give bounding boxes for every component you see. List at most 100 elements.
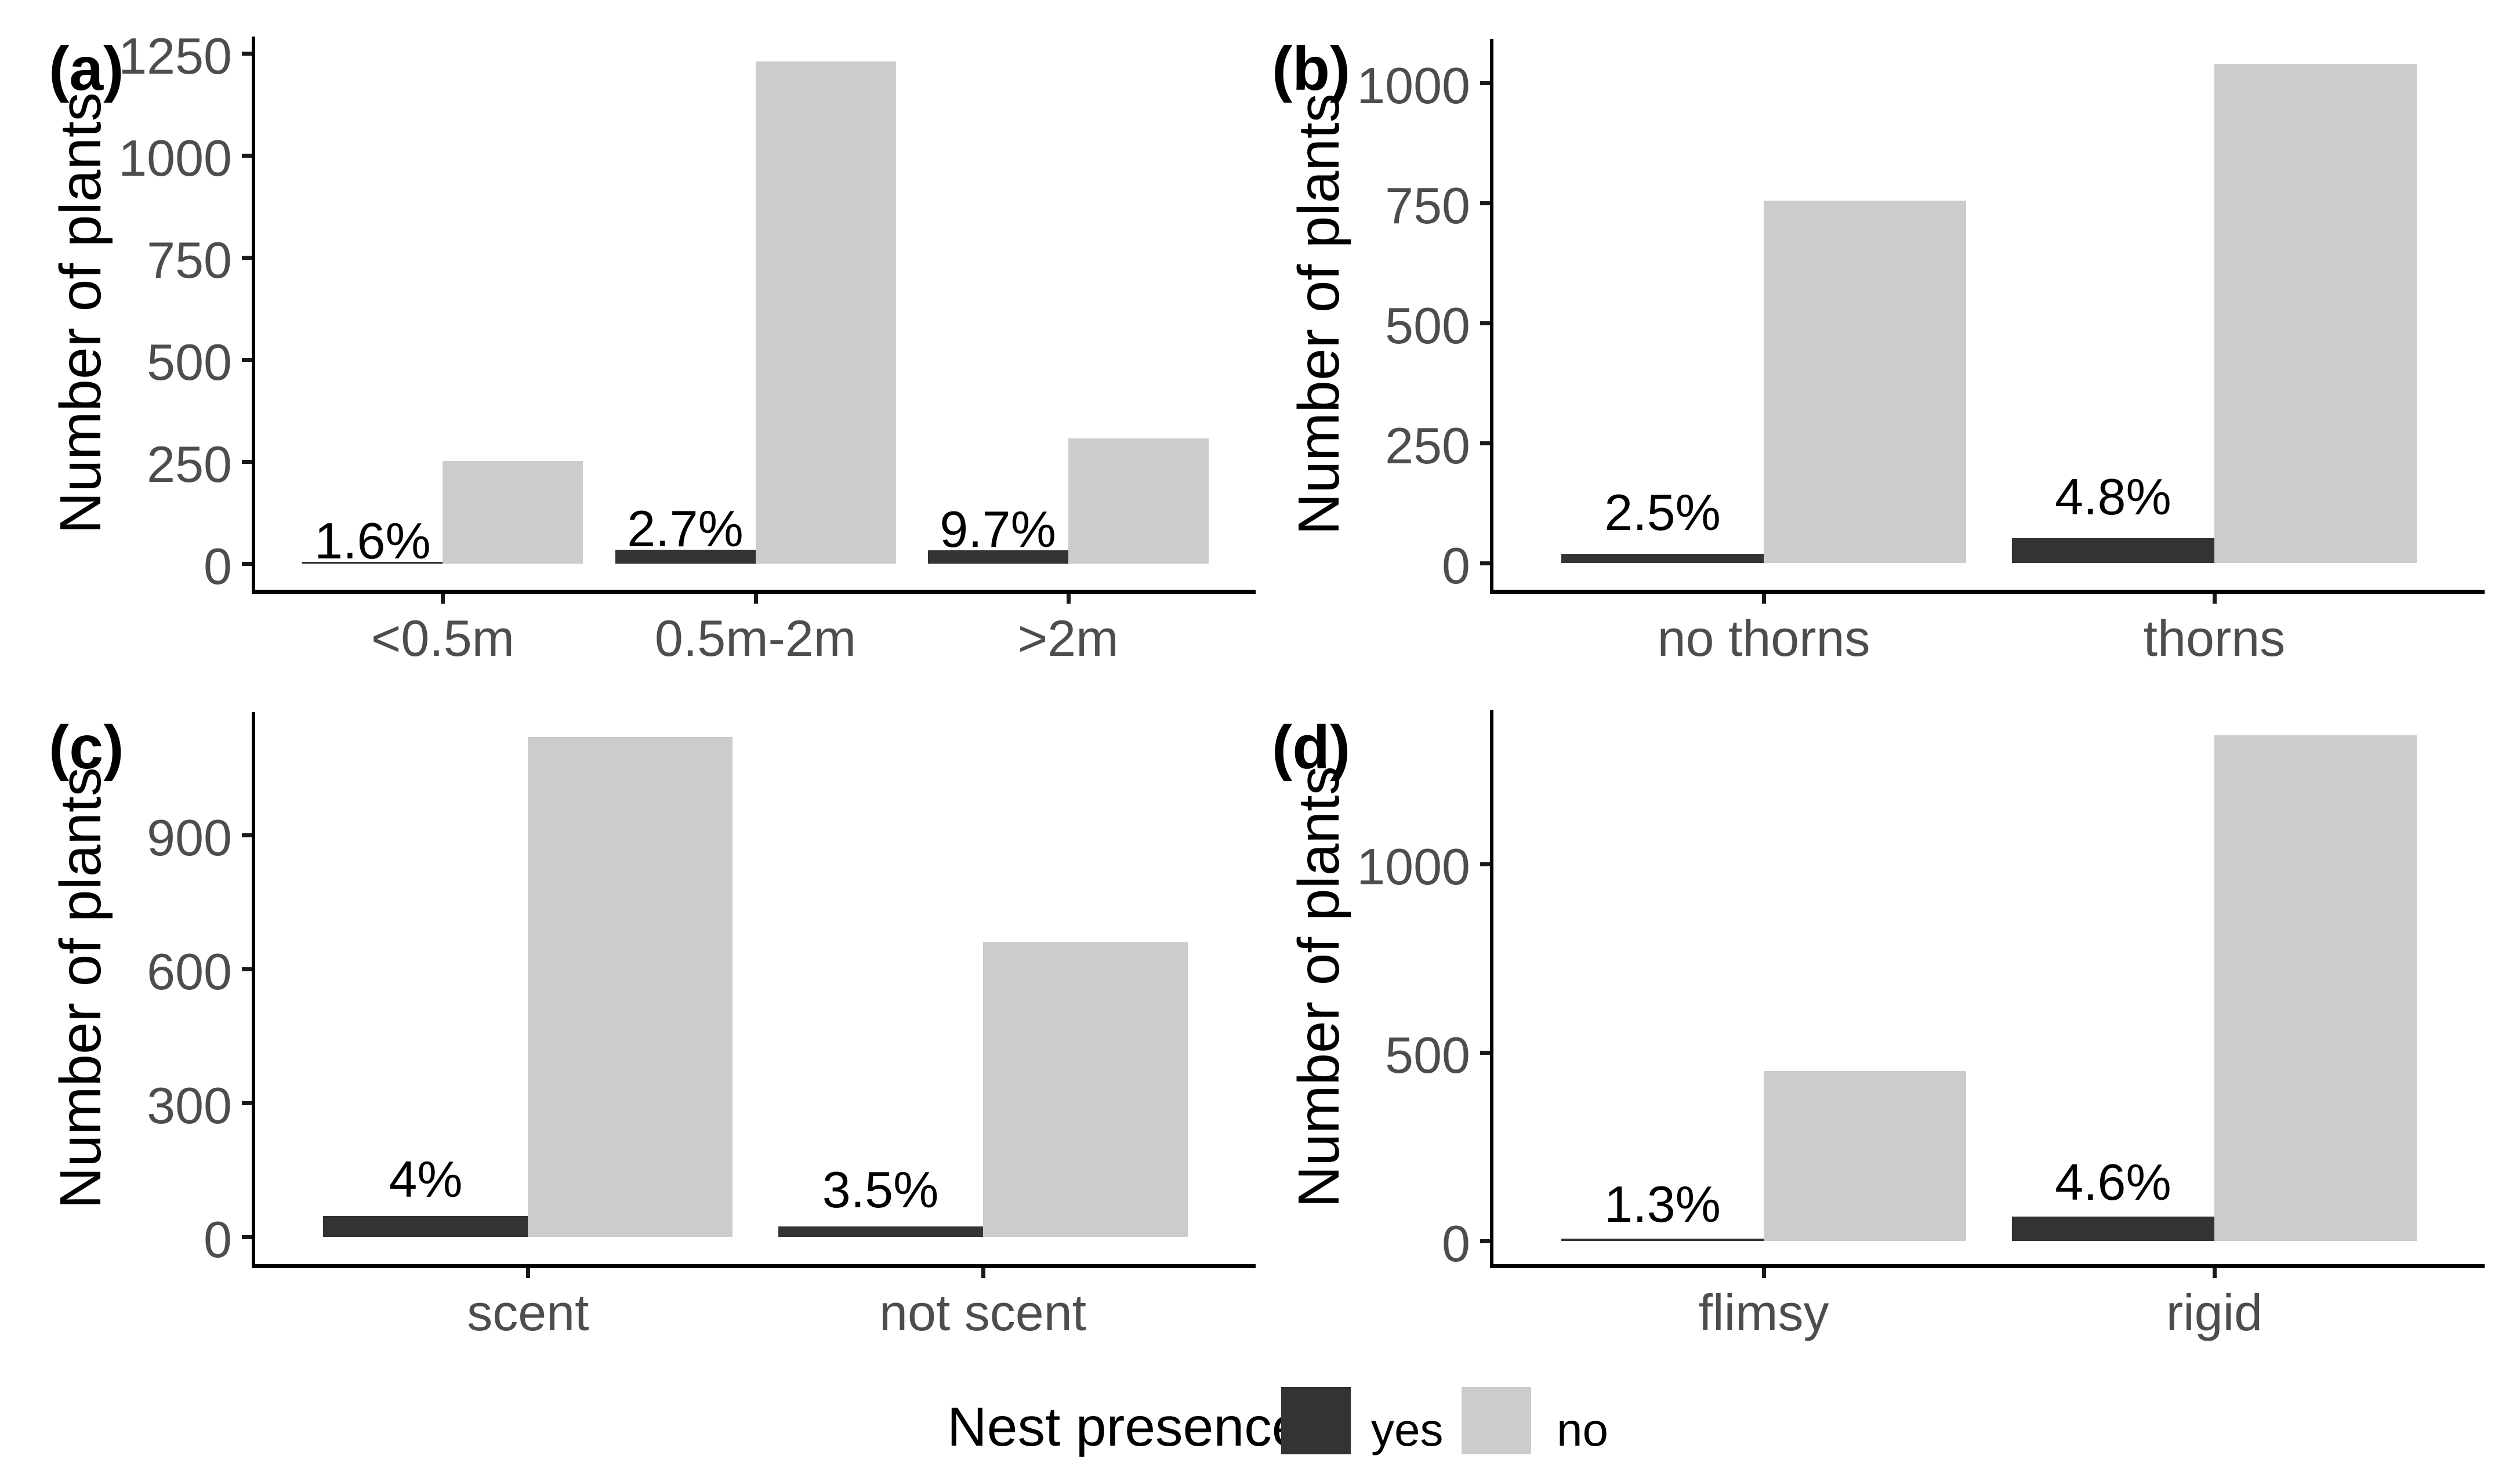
bar-percent-label: 4%	[389, 1150, 463, 1208]
y-tick-mark	[1480, 321, 1490, 325]
x-tick-mark	[1762, 594, 1767, 604]
y-axis-line	[1490, 39, 1493, 594]
x-tick-label: flimsy	[1698, 1284, 1829, 1341]
legend-label-yes: yes	[1371, 1404, 1444, 1455]
x-tick-mark	[1066, 594, 1071, 604]
legend-swatch-yes	[1281, 1387, 1351, 1454]
bar-no	[2214, 64, 2417, 563]
panel-tag: (b)	[1272, 35, 1351, 103]
bar-no	[1068, 438, 1209, 564]
y-tick-label: 500	[1385, 1026, 1470, 1084]
y-tick-label: 300	[147, 1077, 232, 1134]
y-axis-line	[252, 712, 255, 1268]
x-tick-label: 0.5m-2m	[654, 609, 857, 667]
y-tick-label: 0	[1442, 1215, 1470, 1272]
x-axis-line	[1490, 590, 2485, 594]
legend-swatch-no	[1462, 1387, 1531, 1454]
y-tick-label: 0	[1442, 537, 1470, 594]
y-tick-mark	[242, 154, 252, 158]
panel-tag: (d)	[1272, 713, 1351, 782]
y-tick-mark	[1480, 201, 1490, 205]
bar-yes	[1561, 554, 1764, 563]
y-tick-mark	[242, 256, 252, 260]
y-axis-title: Number of plants	[1286, 93, 1351, 535]
y-tick-mark	[242, 562, 252, 566]
x-axis-line	[252, 590, 1256, 594]
bar-percent-label: 1.3%	[1604, 1175, 1721, 1233]
x-tick-label: <0.5m	[371, 609, 514, 667]
y-tick-mark	[242, 1235, 252, 1239]
y-tick-mark	[1480, 81, 1490, 85]
y-tick-label: 900	[147, 809, 232, 866]
bar-no	[755, 61, 896, 564]
legend-label-no: no	[1557, 1404, 1608, 1455]
y-tick-label: 500	[1385, 297, 1470, 354]
bar-yes	[778, 1226, 983, 1237]
y-axis-title: Number of plants	[48, 92, 113, 534]
x-tick-mark	[441, 594, 445, 604]
x-axis-line	[252, 1264, 1256, 1268]
x-tick-label: >2m	[1017, 609, 1119, 667]
y-tick-label: 750	[1385, 177, 1470, 234]
y-tick-label: 1000	[118, 129, 232, 187]
y-tick-label: 1000	[1357, 838, 1470, 895]
bar-no	[982, 942, 1188, 1237]
bar-yes	[2011, 1217, 2214, 1241]
y-tick-mark	[242, 967, 252, 971]
x-tick-mark	[981, 1268, 985, 1278]
x-tick-mark	[526, 1268, 531, 1278]
y-tick-label: 750	[147, 231, 232, 289]
legend-title: Nest presence	[947, 1396, 1303, 1458]
y-axis-title: Number of plants	[1286, 766, 1351, 1208]
bar-yes	[2011, 538, 2214, 563]
bar-percent-label: 1.6%	[314, 512, 431, 569]
bar-percent-label: 2.7%	[627, 500, 744, 557]
y-tick-mark	[242, 358, 252, 362]
bar-yes	[323, 1216, 528, 1237]
y-tick-mark	[242, 52, 252, 56]
y-tick-mark	[1480, 441, 1490, 445]
x-tick-label: thorns	[2143, 609, 2286, 667]
y-axis-line	[1490, 710, 1493, 1268]
y-tick-mark	[242, 1101, 252, 1105]
bar-percent-label: 4.8%	[2055, 468, 2171, 525]
y-tick-mark	[242, 460, 252, 464]
bar-no	[1764, 201, 1967, 563]
bar-yes	[927, 550, 1068, 564]
y-tick-label: 1250	[118, 27, 232, 85]
x-tick-label: not scent	[879, 1284, 1087, 1341]
y-tick-label: 0	[204, 1211, 232, 1268]
x-tick-label: no thorns	[1657, 609, 1870, 667]
y-tick-mark	[242, 833, 252, 837]
y-axis-line	[252, 37, 255, 594]
y-tick-label: 250	[147, 435, 232, 493]
x-tick-mark	[2212, 1268, 2217, 1278]
y-tick-mark	[1480, 1239, 1490, 1243]
y-tick-label: 0	[204, 538, 232, 595]
x-tick-mark	[753, 594, 758, 604]
y-axis-title: Number of plants	[48, 767, 113, 1209]
bar-no	[443, 461, 583, 564]
y-tick-label: 600	[147, 943, 232, 1000]
x-tick-label: scent	[467, 1284, 589, 1341]
y-tick-mark	[1480, 862, 1490, 866]
y-tick-label: 500	[147, 333, 232, 391]
bar-no	[528, 737, 733, 1237]
bar-percent-label: 9.7%	[940, 500, 1056, 558]
bar-yes	[615, 550, 756, 564]
bar-percent-label: 3.5%	[822, 1161, 939, 1218]
bar-percent-label: 2.5%	[1604, 484, 1721, 541]
x-axis-line	[1490, 1264, 2485, 1268]
y-tick-mark	[1480, 1051, 1490, 1055]
bar-no	[2214, 735, 2417, 1241]
bar-no	[1764, 1071, 1967, 1241]
x-tick-mark	[2212, 594, 2217, 604]
panel-tag: (c)	[49, 713, 124, 782]
bar-yes	[302, 562, 443, 564]
y-tick-label: 1000	[1357, 57, 1470, 114]
bar-percent-label: 4.6%	[2055, 1153, 2171, 1211]
bar-yes	[1561, 1239, 1764, 1241]
x-tick-mark	[1762, 1268, 1767, 1278]
y-tick-label: 250	[1385, 417, 1470, 474]
